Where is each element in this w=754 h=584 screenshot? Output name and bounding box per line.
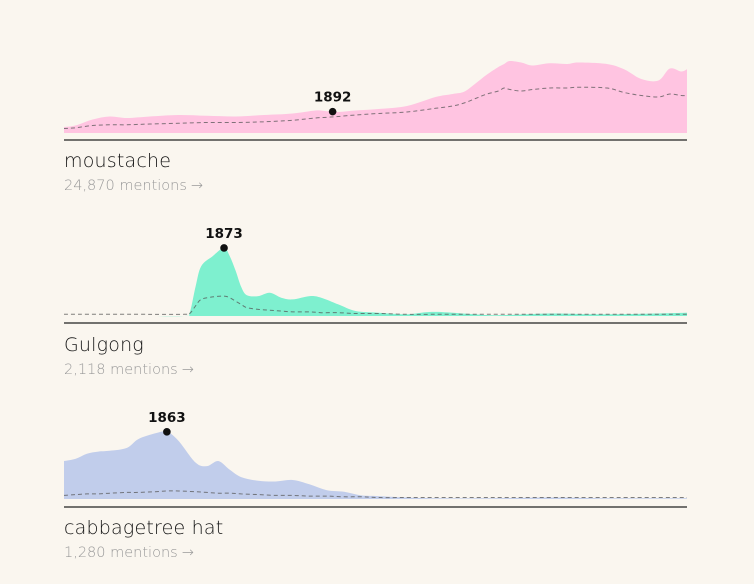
- peak-year-label: 1863: [148, 410, 186, 426]
- peak-point: [220, 244, 228, 252]
- peak-year-label: 1892: [314, 90, 352, 106]
- gulgong-area-chart: 1873: [64, 226, 687, 324]
- term-label: moustache: [64, 150, 172, 172]
- peak-point: [163, 428, 171, 436]
- baseline-dashed-line: [64, 295, 687, 315]
- series-area: [64, 60, 687, 133]
- series-area: [64, 431, 687, 499]
- term-label: Gulgong: [64, 334, 144, 356]
- series-area: [64, 247, 687, 317]
- mentions-count: 2,118 mentions: [64, 362, 178, 378]
- peak-point: [328, 107, 337, 116]
- peak-year-label: 1873: [205, 226, 243, 242]
- cabbagetree-hat-area-chart: 1863: [63, 410, 687, 508]
- mentions-count: 1,280 mentions: [64, 545, 178, 561]
- mentions-link[interactable]: 1,280 mentions →: [64, 545, 194, 561]
- arrow-right-icon: →: [181, 545, 194, 561]
- arrow-right-icon: →: [190, 178, 204, 194]
- mentions-link[interactable]: 24,870 mentions →: [64, 178, 203, 194]
- mentions-link[interactable]: 2,118 mentions →: [64, 362, 194, 378]
- term-label: cabbagetree hat: [64, 517, 224, 539]
- arrow-right-icon: →: [181, 362, 194, 378]
- baseline-dashed-line: [63, 86, 688, 129]
- moustache-area-chart: 1892: [63, 60, 688, 141]
- mentions-count: 24,870 mentions: [64, 178, 187, 194]
- baseline-dashed-line: [63, 490, 687, 499]
